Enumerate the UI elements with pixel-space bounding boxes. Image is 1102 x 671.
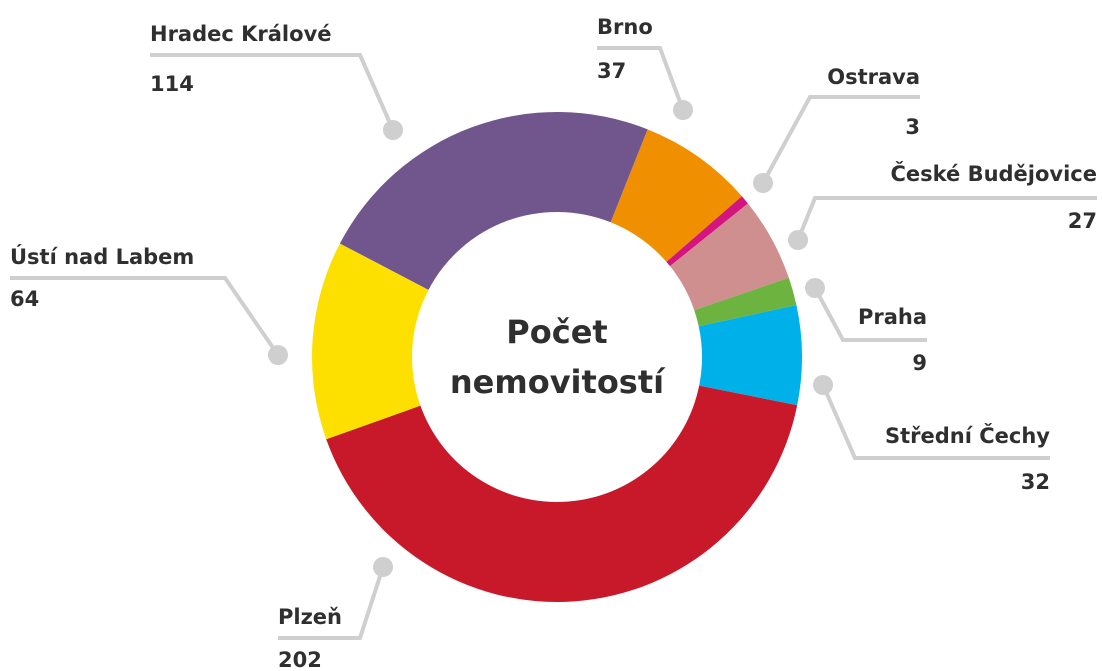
slice xyxy=(610,129,742,262)
leader-line xyxy=(796,196,1097,241)
slice xyxy=(670,203,789,311)
value-label: 37 xyxy=(597,59,626,83)
value-label: 202 xyxy=(278,648,322,671)
leader-line xyxy=(813,287,927,342)
value-label: 32 xyxy=(1021,470,1050,494)
slice-label: Ústí nad Labem xyxy=(10,244,194,269)
slice-label: České Budějovice xyxy=(890,161,1097,186)
slice-label: Ostrava xyxy=(827,65,920,89)
value-label: 64 xyxy=(10,287,39,311)
center-title: nemovitostí xyxy=(450,363,666,401)
slice xyxy=(339,112,648,290)
center-title: Počet xyxy=(506,313,607,351)
slice xyxy=(326,385,798,602)
leader-dot xyxy=(673,100,693,120)
leader-dot xyxy=(373,557,393,577)
leader-dot xyxy=(788,230,808,250)
slice-label: Praha xyxy=(858,305,927,329)
slice xyxy=(694,277,797,327)
value-label: 114 xyxy=(150,72,194,96)
slice-label: Brno xyxy=(597,15,653,39)
leader-line xyxy=(10,276,280,357)
value-label: 3 xyxy=(905,115,920,139)
leader-dot xyxy=(805,278,825,298)
slice xyxy=(666,196,748,267)
leader-dot xyxy=(813,375,833,395)
slice xyxy=(312,243,429,440)
leader-line xyxy=(761,95,920,184)
leader-line xyxy=(821,384,1050,460)
value-label: 9 xyxy=(912,351,927,375)
slice-label: Plzeň xyxy=(278,605,342,629)
slice-label: Hradec Králové xyxy=(150,22,332,46)
value-label: 27 xyxy=(1068,209,1097,233)
leader-dot xyxy=(753,173,773,193)
slice-label: Střední Čechy xyxy=(885,423,1050,448)
leader-dot xyxy=(268,345,288,365)
slice xyxy=(698,305,802,406)
leader-dot xyxy=(383,120,403,140)
donut xyxy=(312,112,802,602)
leader-line xyxy=(597,46,685,111)
leader-line xyxy=(150,53,395,131)
leader-line xyxy=(278,566,385,640)
